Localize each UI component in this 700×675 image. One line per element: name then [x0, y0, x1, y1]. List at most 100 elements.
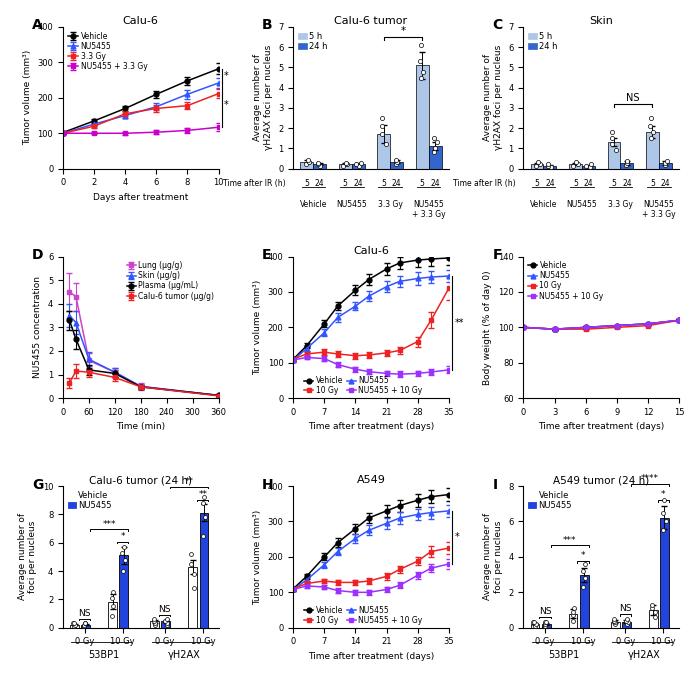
Point — [540, 616, 551, 627]
Point — [658, 525, 669, 536]
Text: G: G — [32, 477, 43, 491]
Y-axis label: Tumor volume (mm³): Tumor volume (mm³) — [253, 279, 262, 375]
Text: Time after IR (h): Time after IR (h) — [223, 179, 286, 188]
Text: E: E — [262, 248, 272, 262]
Bar — [531, 624, 540, 628]
Text: **: ** — [198, 490, 207, 499]
Point — [67, 618, 78, 629]
Y-axis label: Average number of
γH2AX foci per nucleus: Average number of γH2AX foci per nucleus — [253, 45, 272, 151]
Bar — [568, 614, 578, 628]
Text: Vehicle: Vehicle — [300, 200, 327, 209]
Point — [659, 495, 670, 506]
Point — [608, 614, 620, 624]
Bar — [339, 164, 352, 169]
Bar — [390, 161, 403, 169]
Point — [340, 157, 351, 168]
Point — [148, 616, 159, 626]
Point — [568, 161, 579, 171]
Point — [662, 156, 673, 167]
Legend: 5 h, 24 h: 5 h, 24 h — [528, 31, 559, 52]
Point — [107, 601, 118, 612]
Point — [78, 620, 90, 630]
Point — [622, 619, 633, 630]
Point — [188, 583, 199, 593]
Point — [585, 159, 596, 169]
Bar — [580, 574, 589, 628]
Bar — [649, 610, 658, 628]
Point — [645, 113, 657, 124]
Title: A549: A549 — [356, 475, 386, 485]
Text: H: H — [262, 477, 274, 491]
Legend: Vehicle, NU5455: Vehicle, NU5455 — [528, 490, 573, 511]
Bar — [428, 146, 442, 169]
Point — [645, 133, 657, 144]
Bar — [608, 142, 620, 169]
Text: 3.3 Gy: 3.3 Gy — [608, 200, 633, 209]
Point — [350, 159, 361, 169]
Point — [568, 610, 579, 621]
Text: 5: 5 — [420, 179, 425, 188]
Text: NU5455
+ 3.3 Gy: NU5455 + 3.3 Gy — [642, 200, 675, 219]
Bar — [416, 65, 428, 169]
Bar — [377, 134, 390, 169]
Point — [646, 599, 657, 610]
Point — [106, 611, 118, 622]
Point — [530, 619, 541, 630]
Point — [186, 549, 197, 560]
Point — [149, 620, 160, 630]
Text: F: F — [492, 248, 502, 262]
Point — [354, 161, 365, 171]
Point — [622, 617, 634, 628]
Point — [162, 618, 173, 629]
Point — [108, 587, 119, 598]
Text: 53BP1: 53BP1 — [548, 651, 580, 660]
Text: 53BP1: 53BP1 — [88, 651, 119, 660]
Point — [304, 156, 315, 167]
Text: Vehicle: Vehicle — [530, 200, 557, 209]
Point — [119, 541, 130, 552]
Bar — [531, 164, 543, 169]
Point — [416, 40, 427, 51]
Point — [539, 619, 550, 630]
Point — [116, 547, 127, 558]
Title: Skin: Skin — [589, 16, 613, 26]
Point — [356, 157, 367, 168]
Text: 5: 5 — [382, 179, 386, 188]
Bar — [199, 513, 209, 628]
Point — [149, 618, 160, 629]
Bar — [162, 622, 170, 628]
Point — [391, 154, 402, 165]
Legend: Vehicle, 10 Gy, NU5455, NU5455 + 10 Gy: Vehicle, 10 Gy, NU5455, NU5455 + 10 Gy — [303, 375, 424, 396]
Point — [542, 159, 554, 169]
Y-axis label: Tumor volume (mm³): Tumor volume (mm³) — [23, 50, 32, 146]
Text: NU5455: NU5455 — [566, 200, 597, 209]
Title: Calu-6 tumor (24 h): Calu-6 tumor (24 h) — [90, 475, 193, 485]
Text: *: * — [120, 533, 125, 541]
Point — [649, 612, 660, 622]
Y-axis label: Tumor volume (mm³): Tumor volume (mm³) — [253, 509, 262, 605]
Point — [608, 616, 620, 626]
Legend: Vehicle, NU5455, 3.3 Gy, NU5455 + 3.3 Gy: Vehicle, NU5455, 3.3 Gy, NU5455 + 3.3 Gy — [66, 31, 148, 72]
Text: *: * — [400, 26, 405, 36]
Text: NS: NS — [626, 93, 640, 103]
Point — [417, 66, 428, 77]
Legend: Vehicle, NU5455: Vehicle, NU5455 — [67, 490, 112, 511]
Bar — [659, 163, 672, 169]
Point — [80, 618, 91, 628]
Text: *: * — [581, 551, 585, 560]
Point — [199, 512, 211, 522]
Point — [390, 158, 401, 169]
Point — [580, 573, 591, 584]
Point — [533, 157, 544, 167]
Point — [657, 507, 668, 518]
Point — [106, 593, 118, 603]
Bar — [646, 132, 659, 169]
Text: 24: 24 — [392, 179, 402, 188]
Point — [622, 158, 633, 169]
Point — [542, 160, 554, 171]
Legend: Lung (µg/g), Skin (µg/g), Plasma (µg/mL), Calu-6 tumor (µg/g): Lung (µg/g), Skin (µg/g), Plasma (µg/mL)… — [126, 261, 215, 301]
Text: 24: 24 — [315, 179, 325, 188]
Point — [568, 603, 579, 614]
Y-axis label: Average number of
γH2AX foci per nucleus: Average number of γH2AX foci per nucleus — [484, 45, 503, 151]
Point — [120, 554, 131, 565]
